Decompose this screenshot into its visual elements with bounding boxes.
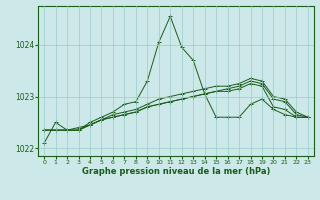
X-axis label: Graphe pression niveau de la mer (hPa): Graphe pression niveau de la mer (hPa) xyxy=(82,167,270,176)
